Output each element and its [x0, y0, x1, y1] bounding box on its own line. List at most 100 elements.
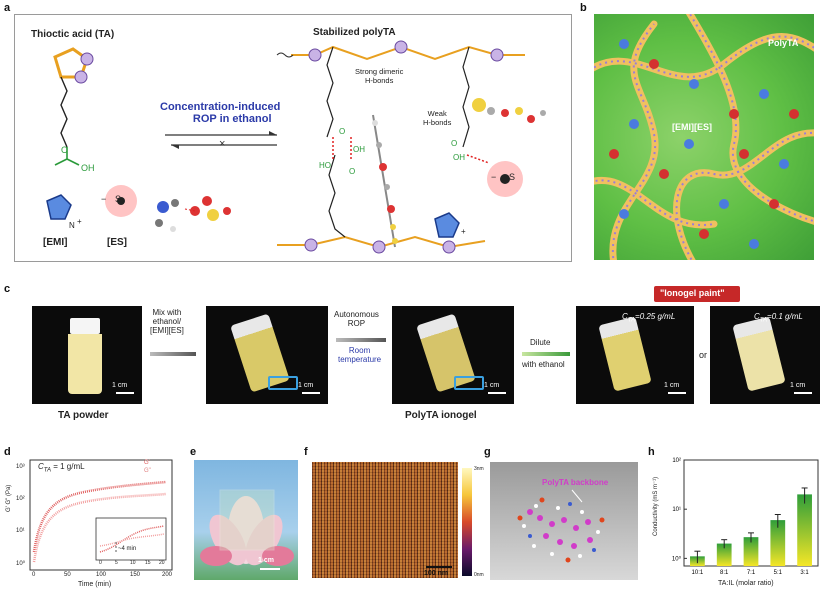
height-colorbar [462, 468, 472, 576]
weak-line-1: Weak [427, 109, 447, 118]
inset-xtick: 5 [115, 560, 118, 566]
ta-powder-photo: 1 cm [32, 306, 142, 404]
reaction-text: Concentration-induced ROP in ethanol [160, 101, 280, 125]
es-ball-stick-model [472, 98, 546, 123]
polyta-backbone-top [291, 45, 525, 61]
dithiolane-ring [53, 47, 89, 79]
panel-d-rheology: CTA = 1 g/mL G' G" ~4 min G' G" (Pa) Tim… [4, 452, 182, 592]
d-xlabel: Time (min) [78, 581, 112, 588]
es-label: [ES] [107, 237, 127, 248]
ta-hydroxyl: OH [81, 163, 95, 173]
cross-mark: × [219, 138, 226, 150]
scale-label: 1 cm [258, 557, 274, 564]
sulfur-center [500, 174, 510, 184]
dilute-arrow [522, 352, 570, 356]
inset-g-prime [99, 525, 165, 553]
with-ethanol-label: with ethanol [522, 360, 565, 369]
room-temp-text: Room temperature [338, 346, 381, 364]
or-label: or [699, 350, 708, 360]
tilted-vial [598, 316, 652, 392]
x-tick-label: 10:1 [692, 570, 704, 576]
tilted-vial [732, 316, 786, 392]
lotus-photo: 1 cm [194, 460, 298, 580]
bar-7-1 [743, 537, 759, 566]
side-chain [326, 46, 334, 138]
room-line-1: Room [348, 346, 371, 355]
emi-ring-right [434, 212, 460, 238]
hydroxyl-bond [66, 158, 80, 166]
ta-carbonyl-o: O [61, 145, 69, 155]
conc-sub: TA [759, 317, 768, 324]
polyta-ionogel-label: PolyTA ionogel [405, 410, 477, 421]
backbone-label: PolyTA backbone [542, 478, 609, 487]
sulfur-atom [80, 52, 94, 66]
md-drawing [517, 489, 605, 563]
d-xtick: 0 [32, 572, 36, 578]
auto-line-1: Autonomous [334, 310, 379, 319]
backbone-sulfur [442, 240, 456, 254]
colorbar-tick-bottom: 0nm [474, 572, 484, 578]
d-ylabel: G' G" (Pa) [6, 484, 12, 512]
mix-line-2: ethanol/ [152, 317, 182, 326]
bar-3-1 [797, 494, 812, 566]
weak-hbond-label: Weak H-bonds [423, 109, 451, 127]
scale-bar [302, 392, 320, 394]
scale-label: 1 cm [112, 382, 128, 389]
scale-bar [426, 566, 452, 568]
d-ytick: 10² [16, 496, 25, 502]
ta-molecule [53, 47, 94, 166]
dimer-oh-top: OH [353, 145, 365, 154]
rheology-plot [29, 459, 173, 571]
conc-value: =0.1 g/mL [767, 312, 803, 321]
polyta-sulfur-dots [594, 14, 814, 260]
es-minus-left: − [101, 194, 107, 204]
emi-plus-right: + [461, 227, 466, 236]
conc-symbol: C [622, 312, 628, 321]
network-drawing [594, 14, 814, 260]
bar-5-1 [770, 520, 786, 566]
emi-label: [EMI] [43, 237, 68, 248]
d-ytick: 10⁰ [16, 561, 26, 567]
paint-01-photo: CTA=0.1 g/mL 1 cm [710, 306, 820, 404]
scale-label: 1 cm [298, 382, 314, 389]
strong-hbond-label: Strong dimeric H-bonds [355, 67, 403, 85]
backbone-sulfur [490, 48, 504, 62]
stabilized-title: Stabilized polyTA [313, 27, 396, 38]
g-prime-curve [32, 480, 167, 553]
ta-title: Thioctic acid (TA) [31, 29, 115, 40]
petal [245, 514, 283, 566]
es-s-left: S [115, 194, 122, 204]
y-tick-label: 10¹ [672, 507, 681, 513]
backbone-sulfur [308, 48, 322, 62]
paint-025-photo: CTA=0.25 g/mL 1 cm [576, 306, 694, 404]
scale-bar [260, 568, 280, 570]
vial-stand [454, 376, 484, 390]
weak-o: O [451, 139, 458, 148]
reaction-line-2: ROP in ethanol [192, 113, 272, 125]
ionogel-paint-badge: "Ionogel paint" [654, 286, 740, 302]
ionogel-paint-label: "Ionogel paint" [660, 288, 725, 298]
md-atoms [517, 497, 605, 563]
strong-line-2: H-bonds [365, 76, 394, 85]
afm-texture [312, 462, 458, 578]
inset-xtick: 15 [145, 560, 151, 566]
sulfur-center [117, 197, 125, 205]
scale-label: 100 nm [424, 570, 449, 577]
panel-label-b: b [580, 2, 587, 14]
conc-01-label: CTA=0.1 g/mL [754, 312, 803, 324]
ta-powder-label: TA powder [58, 410, 109, 421]
polyta-label: PolyTA [768, 38, 799, 48]
panel-a-drawing [46, 40, 546, 254]
reverse-arrowhead [171, 145, 179, 149]
conc-value: =0.25 g/mL [635, 312, 676, 321]
panel-label-e: e [190, 446, 197, 458]
vial-cap [70, 318, 100, 334]
colorbar-tick-top: 3nm [474, 466, 484, 472]
weak-oh: OH [453, 153, 465, 162]
d-ytick: 10¹ [16, 528, 25, 534]
room-line-2: temperature [338, 355, 382, 364]
es-s-right: S [509, 172, 516, 182]
backbone-sulfur [372, 240, 386, 254]
auto-line-2: ROP [347, 319, 366, 328]
backbone-sulfur [304, 238, 318, 252]
